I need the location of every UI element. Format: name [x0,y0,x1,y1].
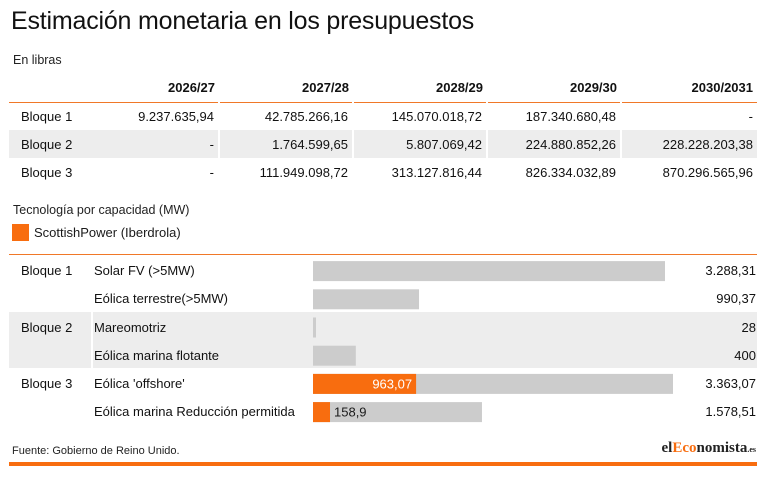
chart-subtitle: Tecnología por capacidad (MW) [13,203,190,217]
bottom-rule [9,462,757,466]
table-cell: 187.340.680,48 [486,102,621,130]
band-separator [91,312,93,368]
highlight-bar [313,402,331,423]
source-note: Fuente: Gobierno de Reino Unido. [12,445,180,457]
bar [313,261,665,282]
table-header-row: 2026/27 2027/28 2028/29 2029/30 2030/203… [9,74,757,103]
value-label: 1.578,51 [705,404,756,420]
table-cell: 9.237.635,94 [138,108,214,124]
table-cell: 870.296.565,96 [620,158,757,186]
table-row: Bloque 3 - 111.949.098,72 313.127.816,44… [9,158,757,186]
bar [313,402,482,423]
block-label: Bloque 3 [21,375,73,391]
block-label: Bloque 1 [21,263,73,279]
table-cell: 42.785.266,16 [218,102,353,130]
brand-logo: elEconomista.es [661,440,756,456]
chart-top-rule [9,254,757,255]
table-cell: 1.764.599,65 [218,130,353,158]
block-label: Bloque 2 [21,319,73,335]
unit-label: En libras [13,53,62,67]
legend-swatch [12,224,29,241]
table-cell: 145.070.018,72 [352,102,487,130]
highlight-bar [313,373,417,394]
table-cell: 5.807.069,42 [352,130,487,158]
column-header: 2028/29 [353,74,487,103]
value-label: 400 [734,347,756,363]
table-corner [9,74,99,103]
column-header: 2027/28 [219,74,353,103]
value-label: 990,37 [716,291,756,307]
chart-legend: ScottishPower (Iberdrola) [12,224,181,241]
table-cell: - [209,164,214,180]
technology-label: Eólica marina Reducción permitida [94,404,295,420]
highlight-label: 963,07 [372,376,412,391]
bar [313,345,356,366]
column-header: 2029/30 [487,74,621,103]
table-cell: 826.334.032,89 [486,158,621,186]
bar [313,289,420,310]
legend-label: ScottishPower (Iberdrola) [34,225,181,240]
table-cell: 228.228.203,38 [620,130,757,158]
technology-label: Mareomotriz [94,319,167,335]
value-label: 3.288,31 [705,263,756,279]
technology-label: Eólica marina flotante [94,347,220,363]
technology-label: Eólica terrestre(>5MW) [94,291,228,307]
value-label: 28 [741,319,756,335]
column-header: 2026/27 [99,74,219,103]
table-cell: - [99,130,219,158]
technology-label: Eólica 'offshore' [94,375,185,391]
table-cell: 224.880.852,26 [486,130,621,158]
bar [313,317,316,338]
table-cell: 313.127.816,44 [352,158,487,186]
table-cell: 111.949.098,72 [218,158,353,186]
row-label: Bloque 2 [9,130,99,158]
column-header: 2030/2031 [621,74,757,103]
budget-table: 2026/27 2027/28 2028/29 2029/30 2030/203… [9,74,757,186]
value-label: 3.363,07 [705,375,756,391]
bloque-2-band [9,312,757,368]
technology-label: Solar FV (>5MW) [94,263,195,279]
table-row: Bloque 2 - 1.764.599,65 5.807.069,42 224… [9,130,757,158]
row-label: Bloque 3 [21,164,73,180]
page-title: Estimación monetaria en los presupuestos [11,7,475,35]
row-label: Bloque 1 [21,108,73,124]
table-cell: - [620,102,757,130]
highlight-label: 158,9 [334,405,367,420]
table-row: Bloque 1 9.237.635,94 42.785.266,16 145.… [9,102,757,130]
